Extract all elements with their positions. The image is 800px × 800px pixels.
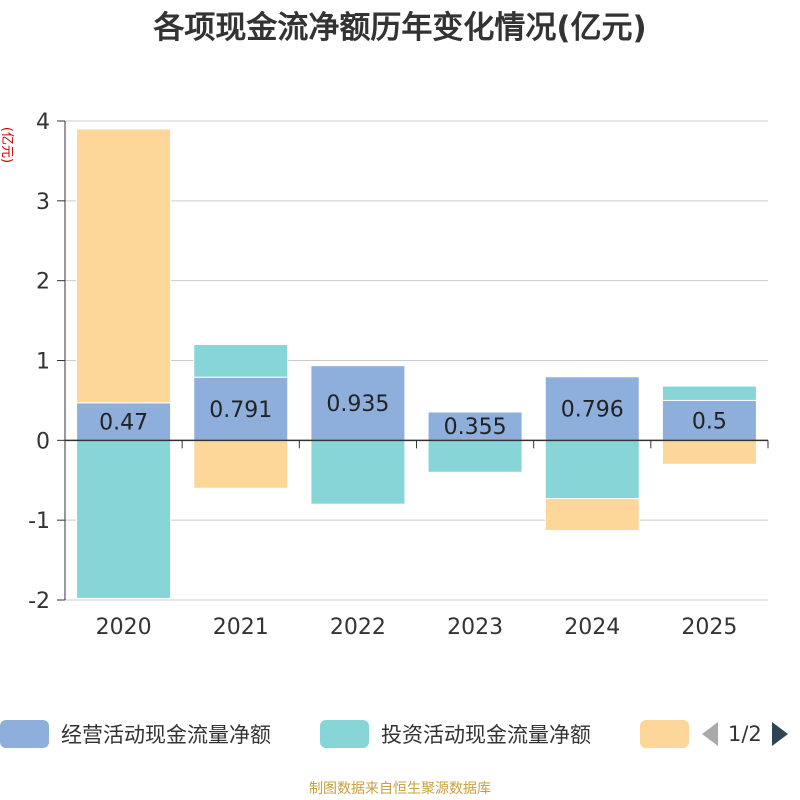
bar-value-label: 0.5 [692, 409, 727, 434]
legend-item-investing[interactable]: 投资活动现金流量净额 [320, 716, 591, 752]
bar-series3-2025[interactable] [661, 439, 757, 465]
legend-swatch-operating [0, 720, 49, 748]
bar-series3-2021[interactable] [193, 439, 289, 489]
bar-series3-2020[interactable] [76, 128, 172, 404]
y-tick-label: 4 [36, 110, 50, 135]
legend-page-indicator: 1/2 [728, 722, 762, 746]
legend-swatch-financing [640, 720, 689, 748]
bar-value-label: 0.791 [209, 398, 272, 423]
x-tick-label: 2020 [96, 615, 152, 640]
bar-series3-2024[interactable] [544, 498, 640, 532]
bar-series1-2020[interactable] [76, 402, 172, 441]
bar-value-label: 0.796 [561, 398, 624, 423]
bar-series2-2022[interactable] [310, 439, 406, 505]
chart-title: 各项现金流净额历年变化情况(亿元) [153, 10, 647, 46]
bar-series2-2024[interactable] [544, 439, 640, 500]
y-tick-label: -2 [28, 589, 50, 614]
legend-item-financing[interactable] [640, 716, 701, 752]
y-tick-label: 0 [36, 429, 50, 454]
bar-series2-2020[interactable] [76, 439, 172, 599]
prev-page-icon[interactable] [700, 720, 720, 748]
y-axis-unit-label: (亿元) [0, 127, 14, 163]
legend-swatch-investing [320, 720, 369, 748]
y-tick-label: -1 [28, 509, 50, 534]
x-tick-label: 2023 [447, 615, 503, 640]
y-tick-label: 3 [36, 190, 50, 215]
x-tick-label: 2021 [213, 615, 269, 640]
bar-series1-2025[interactable] [661, 399, 757, 441]
bar-value-label: 0.47 [99, 411, 148, 436]
bar-series2-2025[interactable] [661, 385, 757, 401]
bar-value-label: 0.935 [326, 392, 389, 417]
x-tick-label: 2025 [681, 615, 737, 640]
next-page-icon[interactable] [770, 720, 790, 748]
bar-value-label: 0.355 [444, 415, 507, 440]
x-tick-label: 2022 [330, 615, 386, 640]
legend-pager: 1/2 [700, 716, 790, 752]
legend-item-operating[interactable]: 经营活动现金流量净额 [0, 716, 271, 752]
chart-plot: 0.47 0.791 0.935 0.355 0.796 0.5 -2 -1 0 1 2 3 4 202… [0, 110, 769, 640]
y-tick-label: 1 [36, 350, 50, 375]
bar-series2-2021[interactable] [193, 343, 289, 378]
x-tick-label: 2024 [564, 615, 620, 640]
legend-label-operating: 经营活动现金流量净额 [61, 723, 271, 747]
legend-label-investing: 投资活动现金流量净额 [381, 723, 591, 747]
y-tick-label: 2 [36, 270, 50, 295]
bar-series2-2023[interactable] [427, 439, 523, 473]
data-source-note: 制图数据来自恒生聚源数据库 [309, 781, 491, 797]
